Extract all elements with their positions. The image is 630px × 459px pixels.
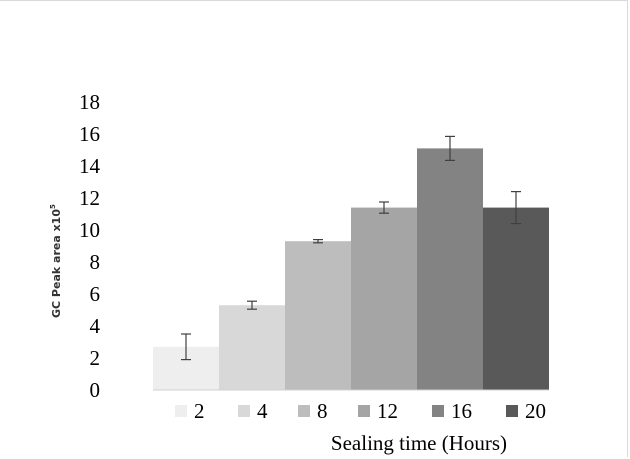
y-tick-label: 6 [90,282,101,306]
bar-16 [417,148,483,390]
legend-label-16: 16 [451,399,472,423]
y-tick-label: 2 [90,346,101,370]
y-tick-label: 16 [79,122,100,146]
legend-label-12: 12 [377,399,398,423]
legend: 2 4 8 12 16 20 [175,399,546,423]
legend-swatch-20 [506,405,518,417]
bar-12 [351,207,417,390]
y-tick-label: 10 [79,218,100,242]
y-axis-ticks: 0 2 4 6 8 10 12 14 16 18 [79,90,101,402]
y-axis-label: GC Peak area x105 [49,204,63,318]
bar-20 [483,207,549,390]
legend-label-4: 4 [257,399,268,423]
y-tick-label: 14 [79,154,101,178]
x-axis-label: Sealing time (Hours) [331,431,507,455]
legend-swatch-4 [238,405,250,417]
legend-label-2: 2 [194,399,205,423]
legend-swatch-8 [298,405,310,417]
bar-4 [219,305,285,390]
error-bars [181,135,521,361]
y-tick-label: 12 [79,186,100,210]
y-tick-label: 18 [79,90,100,114]
bars [153,148,549,390]
legend-label-8: 8 [317,399,328,423]
y-tick-label: 8 [90,250,101,274]
bar-8 [285,241,351,390]
legend-swatch-12 [358,405,370,417]
legend-swatch-2 [175,405,187,417]
y-tick-label: 0 [90,378,101,402]
legend-label-20: 20 [525,399,546,423]
legend-swatch-16 [432,405,444,417]
y-tick-label: 4 [90,314,101,338]
